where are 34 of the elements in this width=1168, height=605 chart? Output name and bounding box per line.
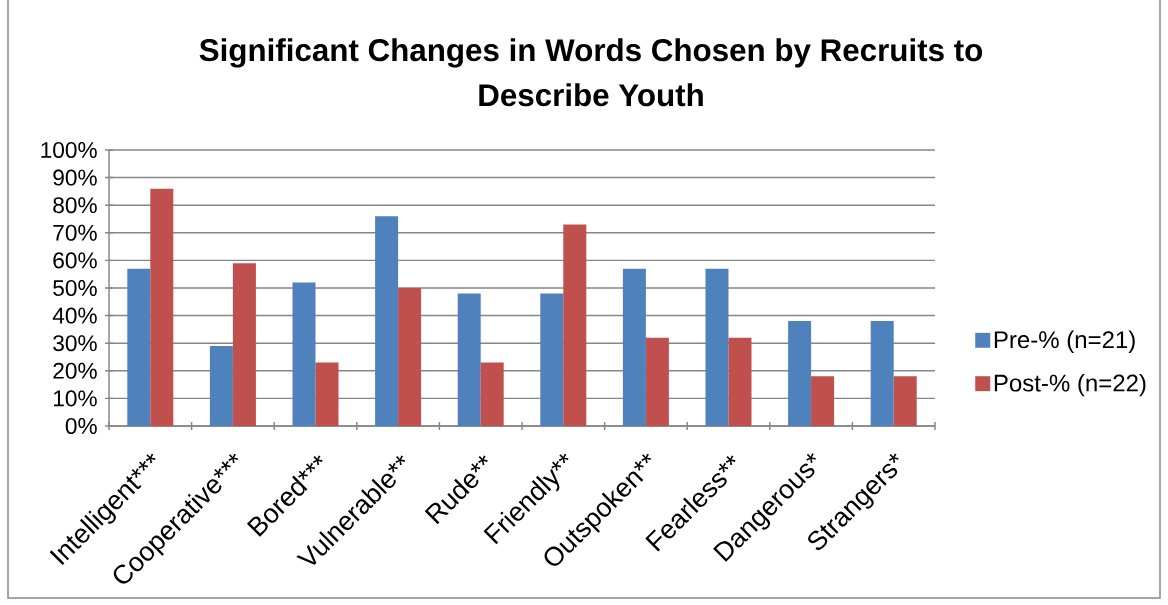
bar bbox=[398, 287, 422, 426]
chart-title: Significant Changes in Words Chosen by Recruits to Describe Youth bbox=[199, 38, 983, 107]
bar bbox=[315, 362, 339, 426]
bar bbox=[705, 268, 729, 426]
y-tick-label: 70% bbox=[53, 224, 97, 241]
y-tick-label: 10% bbox=[54, 390, 97, 407]
legend-label: Post-% (n=22) bbox=[994, 373, 1146, 397]
bar bbox=[457, 293, 481, 426]
y-tick-label: 100% bbox=[41, 141, 97, 159]
y-tick-label: 20% bbox=[53, 362, 97, 379]
bar bbox=[127, 268, 151, 426]
y-tick-label: 80% bbox=[53, 197, 97, 214]
bar bbox=[811, 376, 835, 426]
y-tick-label: 40% bbox=[52, 307, 97, 324]
bar bbox=[150, 188, 174, 426]
bar bbox=[788, 321, 812, 426]
bar bbox=[893, 376, 917, 426]
bar bbox=[375, 216, 399, 426]
y-tick-label: 30% bbox=[53, 335, 97, 352]
y-tick-label: 90% bbox=[53, 169, 97, 186]
bar bbox=[540, 293, 564, 426]
bar bbox=[480, 362, 504, 426]
bar bbox=[645, 337, 669, 426]
bar bbox=[232, 263, 256, 426]
y-tick-label: 0% bbox=[65, 417, 97, 435]
bar bbox=[622, 268, 646, 426]
bar bbox=[209, 345, 233, 426]
bar bbox=[563, 224, 587, 426]
legend-label: Pre-% (n=21) bbox=[994, 330, 1135, 353]
bar bbox=[728, 337, 752, 426]
y-tick-label: 50% bbox=[53, 279, 97, 297]
bar bbox=[870, 321, 894, 426]
y-tick-label: 60% bbox=[53, 252, 97, 269]
bar bbox=[292, 282, 316, 426]
